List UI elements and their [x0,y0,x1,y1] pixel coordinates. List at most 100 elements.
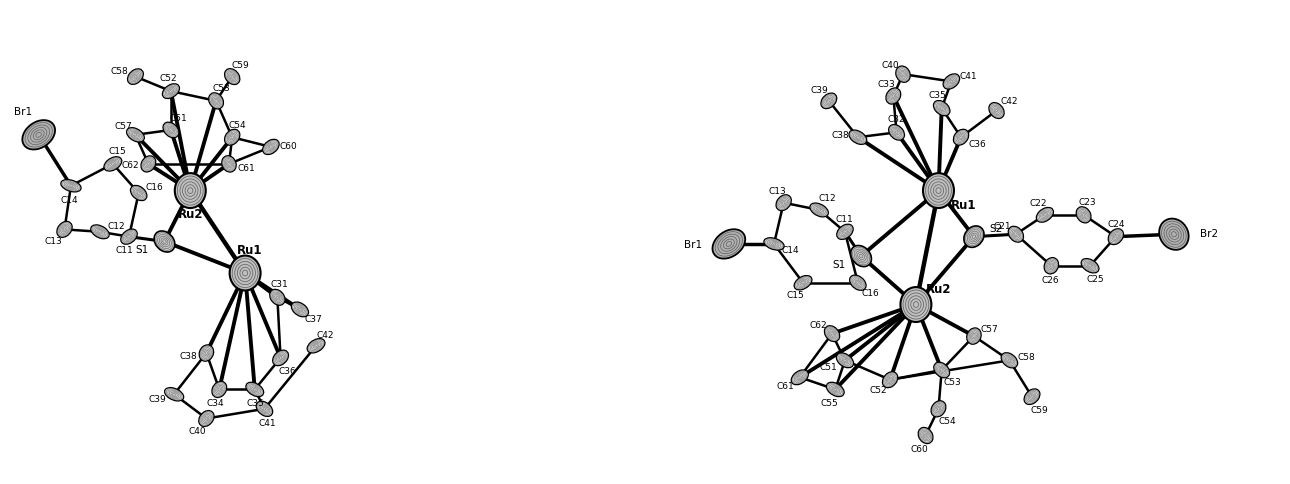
Ellipse shape [307,339,325,353]
Text: C55: C55 [820,398,839,407]
Ellipse shape [918,427,933,444]
Text: C24: C24 [1107,219,1125,228]
Text: C14: C14 [782,246,799,255]
Text: C36: C36 [279,366,297,375]
Ellipse shape [810,204,828,217]
Text: C39: C39 [810,86,828,94]
Ellipse shape [922,174,955,209]
Text: S1: S1 [832,259,845,270]
Text: C60: C60 [280,141,298,151]
Text: Ru2: Ru2 [926,283,952,296]
Ellipse shape [934,363,949,378]
Ellipse shape [900,287,931,322]
Ellipse shape [943,75,960,90]
Text: C42: C42 [1001,97,1018,106]
Ellipse shape [174,174,205,209]
Text: C61: C61 [777,381,795,390]
Text: C13: C13 [45,236,62,245]
Text: Ru2: Ru2 [178,208,203,221]
Text: C38: C38 [179,351,197,360]
Text: C11: C11 [835,214,853,223]
Text: C22: C22 [1029,198,1047,207]
Text: S2: S2 [989,224,1002,234]
Ellipse shape [1160,219,1188,250]
Ellipse shape [163,123,179,138]
Text: Ru1: Ru1 [237,244,262,257]
Ellipse shape [1081,259,1099,273]
Ellipse shape [199,411,214,426]
Ellipse shape [209,93,223,110]
Text: C51: C51 [820,362,837,371]
Ellipse shape [263,140,279,155]
Ellipse shape [270,290,285,305]
Text: C59: C59 [231,61,249,70]
Ellipse shape [246,382,263,397]
Text: C54: C54 [939,416,957,425]
Text: C34: C34 [206,398,224,408]
Text: C60: C60 [911,444,929,453]
Text: C40: C40 [188,426,206,435]
Text: Br2: Br2 [1200,228,1218,238]
Ellipse shape [230,256,261,291]
Text: C35: C35 [246,399,264,408]
Ellipse shape [712,230,746,259]
Text: S1: S1 [135,244,148,255]
Text: C11: C11 [115,246,133,255]
Ellipse shape [292,302,308,317]
Ellipse shape [953,130,969,146]
Ellipse shape [22,121,55,150]
Ellipse shape [224,70,240,85]
Ellipse shape [882,372,898,388]
Text: C62: C62 [810,321,827,330]
Text: C25: C25 [1087,274,1104,284]
Ellipse shape [827,382,844,397]
Text: C15: C15 [108,147,126,156]
Ellipse shape [1108,229,1124,245]
Text: C52: C52 [869,385,886,394]
Ellipse shape [272,350,289,366]
Text: C16: C16 [862,288,880,297]
Ellipse shape [130,186,147,201]
Ellipse shape [57,222,72,238]
Text: C26: C26 [1041,275,1059,284]
Ellipse shape [121,229,137,245]
Ellipse shape [141,156,156,173]
Text: C23: C23 [1078,197,1096,207]
Ellipse shape [61,180,81,193]
Text: C21: C21 [993,221,1011,230]
Ellipse shape [886,89,900,105]
Ellipse shape [1076,207,1091,224]
Text: Br1: Br1 [684,240,703,249]
Text: C36: C36 [969,139,986,149]
Ellipse shape [837,225,853,240]
Text: C52: C52 [159,74,177,83]
Ellipse shape [128,70,143,85]
Text: C54: C54 [228,121,246,130]
Ellipse shape [104,157,121,172]
Text: C31: C31 [271,280,288,288]
Ellipse shape [895,67,911,83]
Ellipse shape [934,101,949,117]
Text: C33: C33 [877,80,895,89]
Text: Br1: Br1 [14,106,32,117]
Ellipse shape [795,276,811,290]
Ellipse shape [989,104,1004,119]
Text: C51: C51 [169,114,187,123]
Text: C35: C35 [929,91,947,100]
Ellipse shape [1009,227,1023,242]
Ellipse shape [836,353,854,368]
Ellipse shape [222,156,236,173]
Ellipse shape [257,401,272,417]
Ellipse shape [931,401,946,417]
Ellipse shape [791,370,809,385]
Ellipse shape [154,231,175,253]
Text: C12: C12 [107,222,125,231]
Ellipse shape [1044,258,1059,274]
Ellipse shape [820,94,837,109]
Ellipse shape [163,85,179,99]
Text: C61: C61 [237,164,255,173]
Text: C53: C53 [943,377,961,386]
Text: C42: C42 [317,330,334,339]
Text: C57: C57 [114,121,132,130]
Ellipse shape [90,226,110,239]
